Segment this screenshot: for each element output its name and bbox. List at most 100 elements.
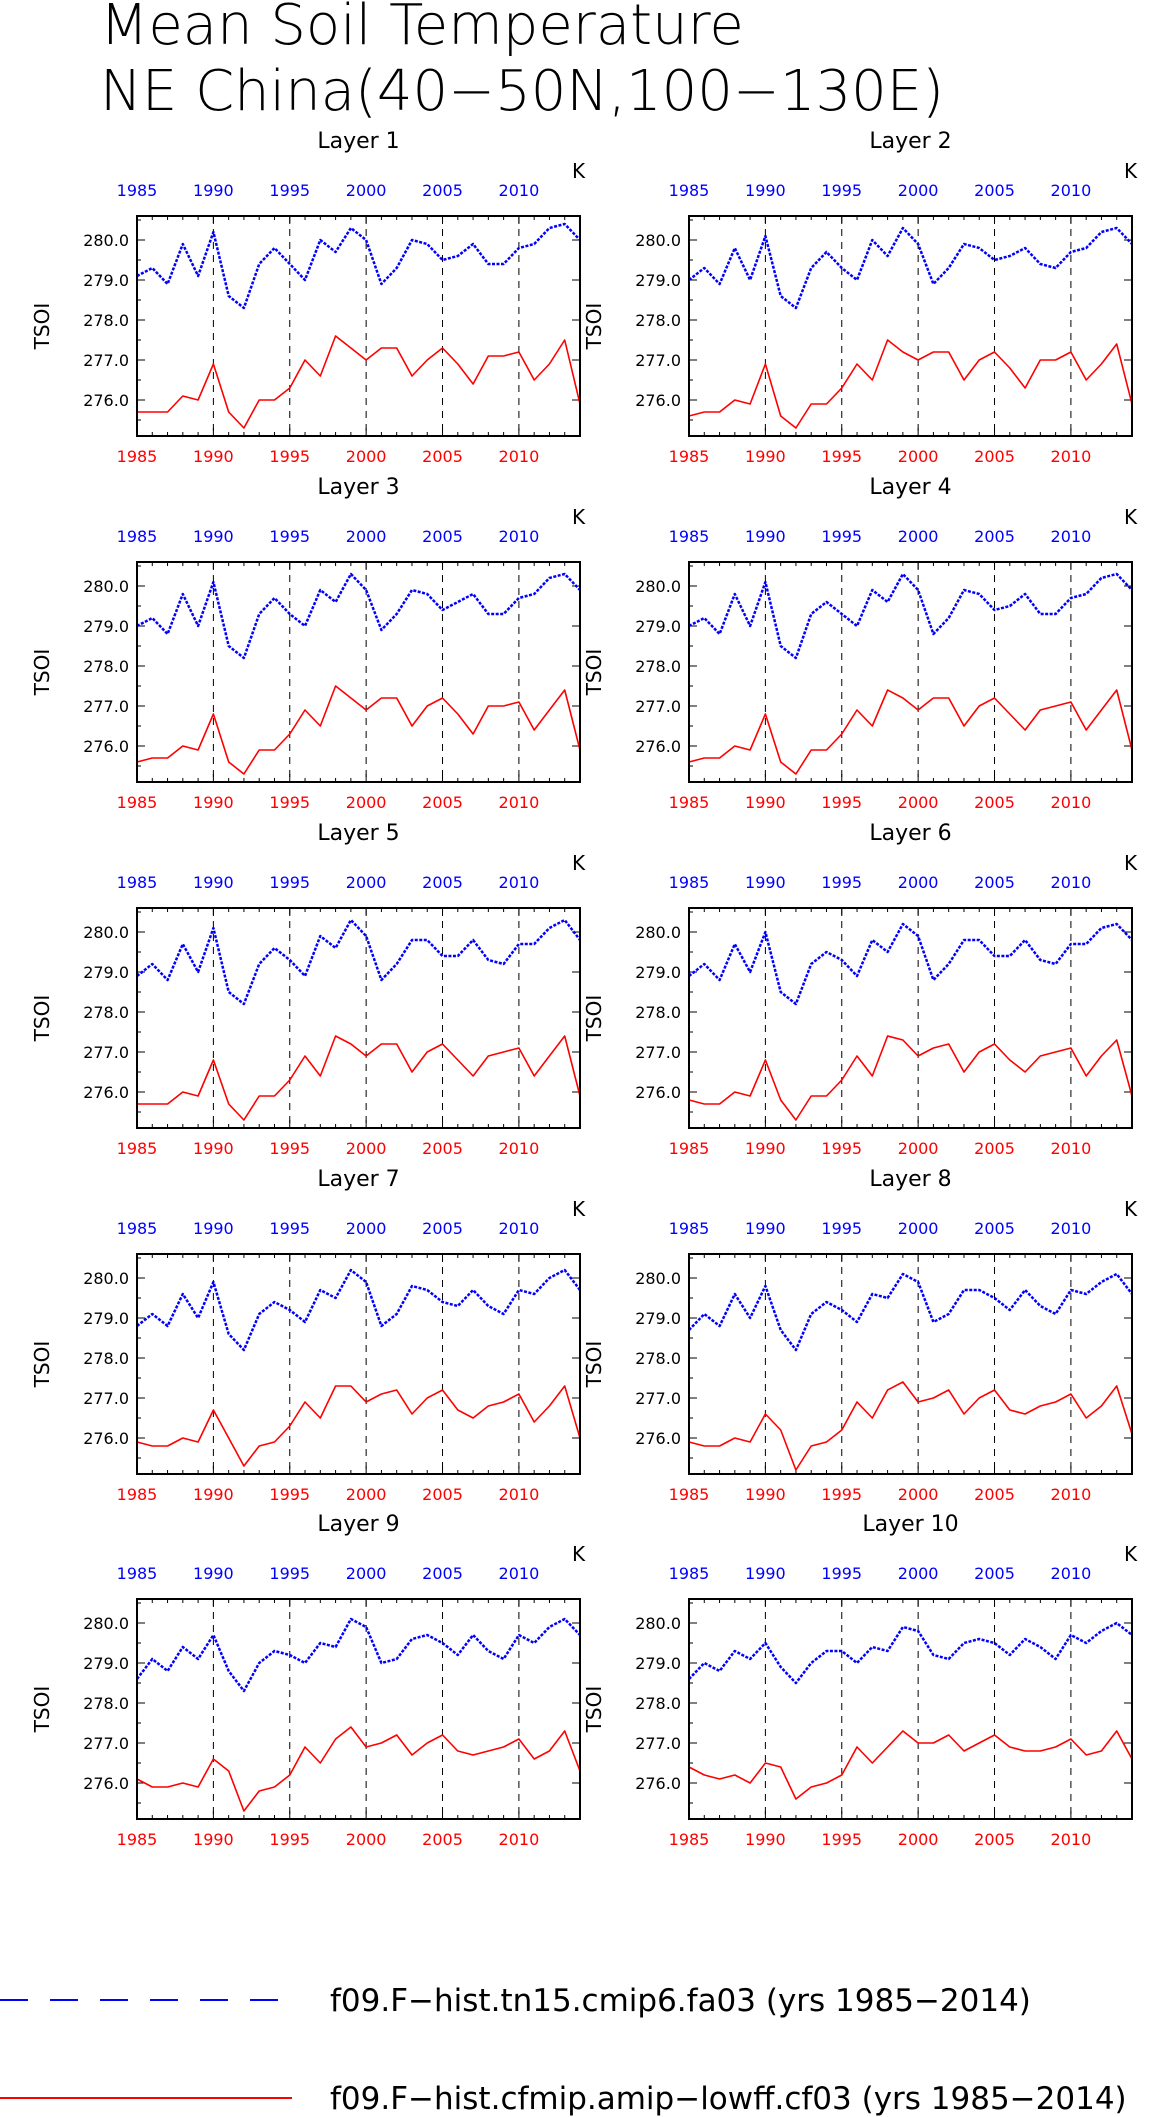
units-label: K: [1124, 505, 1138, 529]
y-tick-label: 277.0: [635, 1734, 681, 1753]
x-tick-label-bottom: 1985: [669, 447, 710, 466]
panel-layer-8: Layer 8 K TSOI 1985 1985 1990 1990 1995 1995 2000…: [582, 1167, 1138, 1504]
x-tick-label-bottom: 1985: [117, 1139, 158, 1158]
x-tick-label-top: 2000: [346, 181, 387, 200]
x-tick-label-bottom: 2005: [422, 1485, 463, 1504]
x-tick-label-top: 1990: [745, 527, 786, 546]
x-tick-label-top: 1995: [269, 181, 310, 200]
x-tick-label-bottom: 2000: [898, 1139, 939, 1158]
x-tick-label-bottom: 2010: [1051, 447, 1092, 466]
x-tick-label-bottom: 2005: [422, 447, 463, 466]
plot-frame: [688, 1253, 1133, 1475]
x-tick-label-top: 1990: [745, 873, 786, 892]
units-label: K: [572, 1197, 586, 1221]
y-tick-label: 279.0: [83, 271, 129, 290]
x-tick-label-bottom: 1995: [821, 793, 862, 812]
panel-layer-4: Layer 4 K TSOI 1985 1985 1990 1990 1995 1995 2000…: [582, 475, 1138, 812]
series-line-amip-lowff: [136, 1385, 581, 1467]
panel-layer-9: Layer 9 K TSOI 1985 1985 1990 1990 1995 1995 2000…: [30, 1512, 586, 1849]
x-tick-label-bottom: 2010: [1051, 1485, 1092, 1504]
units-label: K: [572, 1542, 586, 1566]
plot-frame: [688, 561, 1133, 783]
y-tick-label: 276.0: [635, 391, 681, 410]
y-tick-label: 280.0: [635, 577, 681, 596]
series-line-cmip6: [136, 222, 581, 310]
x-tick-label-bottom: 2000: [898, 793, 939, 812]
y-tick-label: 276.0: [83, 737, 129, 756]
x-tick-label-top: 1990: [193, 873, 234, 892]
plot-frame: [136, 561, 581, 783]
x-tick-label-bottom: 2000: [346, 1830, 387, 1849]
x-tick-label-bottom: 2005: [422, 793, 463, 812]
figure-title-line2: NE China(40−50N,100−130E): [100, 59, 944, 124]
x-tick-label-top: 2010: [1051, 527, 1092, 546]
y-tick-label: 276.0: [635, 1083, 681, 1102]
y-tick-label: 278.0: [83, 311, 129, 330]
plot-frame: [688, 907, 1133, 1129]
series-line-cmip6: [688, 1272, 1133, 1352]
y-axis-label: TSOI: [582, 995, 606, 1043]
series-line-amip-lowff: [137, 1035, 581, 1121]
y-tick-label: 277.0: [635, 697, 681, 716]
x-tick-label-top: 1990: [193, 527, 234, 546]
y-tick-label: 276.0: [83, 391, 129, 410]
legend-label-cmip6: f09.F−hist.tn15.cmip6.fa03 (yrs 1985−201…: [330, 1983, 1031, 2019]
y-axis-label: TSOI: [582, 303, 606, 351]
x-tick-label-bottom: 2000: [898, 447, 939, 466]
x-tick-label-top: 2005: [422, 527, 463, 546]
y-tick-label: 280.0: [635, 1269, 681, 1288]
x-tick-label-top: 2010: [499, 181, 540, 200]
panel-title: Layer 5: [317, 821, 399, 846]
x-tick-label-bottom: 1990: [745, 1830, 786, 1849]
x-tick-label-top: 1990: [745, 181, 786, 200]
panel-layer-10: Layer 10 K TSOI 1985 1985 1990 1990 1995 1995 200…: [582, 1512, 1138, 1849]
x-tick-label-top: 1990: [745, 1219, 786, 1238]
figure-title-line1: Mean Soil Temperature: [100, 0, 744, 58]
y-tick-label: 278.0: [83, 657, 129, 676]
x-tick-label-top: 1985: [669, 527, 710, 546]
x-tick-label-bottom: 2000: [898, 1830, 939, 1849]
x-tick-label-top: 2010: [499, 1564, 540, 1583]
x-tick-label-bottom: 2010: [1051, 1139, 1092, 1158]
panel-layer-3: Layer 3 K TSOI 1985 1985 1990 1990 1995 1995 2000…: [30, 475, 586, 812]
series-line-cmip6: [688, 1621, 1133, 1685]
x-tick-label-top: 1995: [269, 873, 310, 892]
x-tick-label-top: 2005: [422, 873, 463, 892]
panel-title: Layer 9: [317, 1512, 399, 1537]
x-tick-label-bottom: 1985: [669, 1830, 710, 1849]
x-tick-label-top: 2005: [422, 1219, 463, 1238]
units-label: K: [1124, 159, 1138, 183]
x-tick-label-top: 1985: [117, 873, 158, 892]
x-tick-label-top: 2000: [898, 1219, 939, 1238]
panel-title: Layer 7: [317, 1167, 399, 1192]
x-tick-label-top: 2000: [898, 873, 939, 892]
y-tick-label: 278.0: [635, 657, 681, 676]
x-tick-label-bottom: 2000: [346, 1139, 387, 1158]
x-tick-label-top: 1995: [269, 1219, 310, 1238]
plot-frame: [136, 907, 581, 1129]
y-tick-label: 280.0: [635, 923, 681, 942]
x-tick-label-top: 1985: [117, 1219, 158, 1238]
y-tick-label: 279.0: [635, 271, 681, 290]
y-tick-label: 280.0: [83, 1269, 129, 1288]
y-tick-label: 278.0: [635, 1694, 681, 1713]
y-tick-label: 280.0: [83, 923, 129, 942]
y-tick-label: 279.0: [635, 1654, 681, 1673]
y-tick-label: 276.0: [83, 1083, 129, 1102]
series-line-cmip6: [136, 1617, 581, 1693]
x-tick-label-bottom: 1985: [669, 793, 710, 812]
x-tick-label-top: 1995: [821, 873, 862, 892]
x-tick-label-bottom: 2000: [898, 1485, 939, 1504]
x-tick-label-top: 2000: [898, 181, 939, 200]
x-tick-label-top: 1990: [745, 1564, 786, 1583]
y-tick-label: 278.0: [83, 1349, 129, 1368]
x-tick-label-bottom: 1995: [821, 1485, 862, 1504]
plot-frame: [688, 1598, 1133, 1820]
x-tick-label-bottom: 1985: [117, 447, 158, 466]
x-tick-label-bottom: 1985: [117, 793, 158, 812]
x-tick-label-bottom: 1995: [821, 1830, 862, 1849]
series-line-amip-lowff: [137, 335, 581, 429]
series-line-amip-lowff: [688, 1730, 1133, 1800]
x-tick-label-top: 2000: [346, 1564, 387, 1583]
